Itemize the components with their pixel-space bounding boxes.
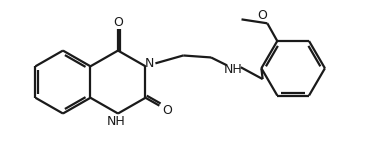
Text: NH: NH (106, 115, 125, 128)
Text: N: N (145, 57, 154, 70)
Text: O: O (113, 16, 123, 29)
Text: NH: NH (223, 63, 242, 76)
Text: O: O (257, 9, 267, 22)
Text: O: O (162, 104, 172, 117)
